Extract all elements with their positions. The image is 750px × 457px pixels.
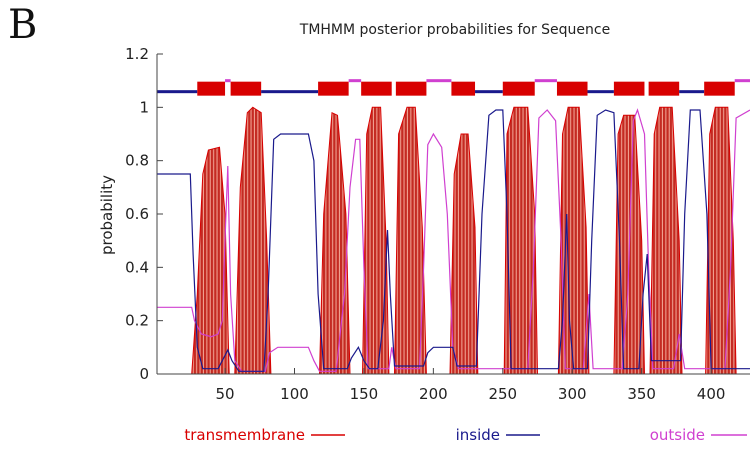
series-inside-line <box>157 109 750 372</box>
axes: 0 0.2 0.4 0.6 0.8 1 1.2 50 100 150 200 250 300 350 400 <box>125 45 750 403</box>
y-tick-label-6: 1.2 <box>125 45 149 63</box>
x-tick-label-5: 300 <box>558 385 587 403</box>
topology-segment-5 <box>318 81 349 96</box>
topology-segment-18 <box>679 90 705 94</box>
topology-segment-0 <box>157 90 198 94</box>
topology-segment-20 <box>734 79 750 83</box>
topology-segment-11 <box>475 90 503 94</box>
plot-series-group <box>157 79 750 374</box>
x-tick-label-2: 150 <box>350 385 379 403</box>
topology-segment-1 <box>197 81 226 96</box>
legend-label-inside: inside <box>456 426 500 444</box>
topology-segment-16 <box>613 81 645 96</box>
x-tick-label-7: 400 <box>697 385 726 403</box>
x-tick-label-6: 350 <box>627 385 656 403</box>
topology-segment-4 <box>261 90 319 94</box>
topology-segment-10 <box>451 81 476 96</box>
y-tick-label-2: 0.4 <box>125 258 149 276</box>
topology-segment-2 <box>225 79 231 83</box>
topology-segment-6 <box>348 79 362 83</box>
x-tick-label-0: 50 <box>216 385 235 403</box>
y-tick-label-0: 0 <box>139 365 149 383</box>
legend-label-transmembrane: transmembrane <box>184 426 305 444</box>
series-transmembrane-line <box>157 106 750 374</box>
topology-segment-8 <box>395 81 427 96</box>
x-tick-label-4: 250 <box>488 385 517 403</box>
series-outside-line <box>157 108 750 372</box>
topology-segment-17 <box>648 81 680 96</box>
topology-segment-15 <box>587 90 614 94</box>
legend-label-outside: outside <box>650 426 705 444</box>
topology-segment-3 <box>230 81 262 96</box>
y-tick-label-1: 0.2 <box>125 312 149 330</box>
topology-segment-14 <box>556 81 588 96</box>
chart-title: TMHMM posterior probabilities for Sequen… <box>299 22 610 38</box>
y-tick-label-3: 0.6 <box>125 205 149 223</box>
topology-segment-13 <box>534 79 557 83</box>
x-tick-label-3: 200 <box>419 385 448 403</box>
panel-label: B <box>8 2 38 48</box>
x-tick-label-1: 100 <box>280 385 309 403</box>
series-transmembrane-area <box>157 107 750 374</box>
topology-segment-7 <box>361 81 392 96</box>
plot-area <box>157 79 750 374</box>
topology-segment-9 <box>426 79 452 83</box>
y-axis-label: probability <box>98 175 116 255</box>
legend: transmembrane inside outside <box>184 426 747 444</box>
topology-segment-12 <box>502 81 535 96</box>
y-tick-label-5: 1 <box>139 98 149 116</box>
topology-segment-19 <box>704 81 735 96</box>
y-tick-label-4: 0.8 <box>125 152 149 170</box>
